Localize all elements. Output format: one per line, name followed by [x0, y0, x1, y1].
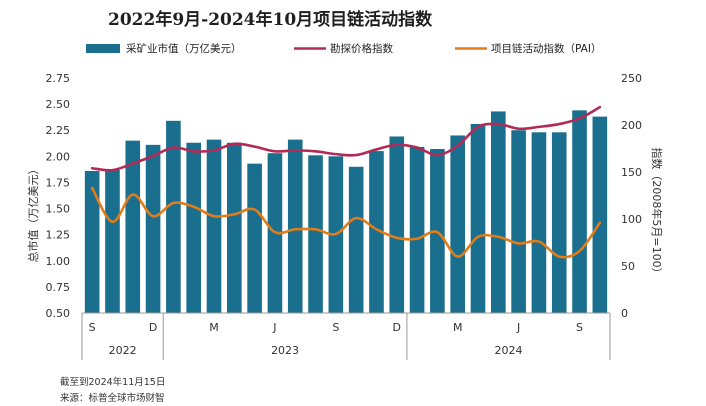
x-tick-label: S	[576, 321, 583, 334]
bar-market-cap	[572, 110, 587, 313]
left-axis-title: 总市值（万亿美元）	[26, 164, 40, 263]
x-tick-label: J	[516, 321, 520, 334]
left-tick-label: 1.00	[46, 255, 71, 268]
right-axis-ticks: 0 50 100 150 200 250	[621, 72, 642, 320]
left-tick-label: 2.25	[46, 124, 71, 137]
bar-market-cap	[409, 146, 425, 313]
bar-market-cap	[166, 120, 181, 313]
right-tick-label: 0	[621, 307, 628, 320]
legend-swatch-market-cap	[86, 44, 120, 53]
x-tick-label: S	[332, 321, 339, 334]
bar-market-cap	[490, 111, 506, 313]
x-tick-label: J	[272, 321, 276, 334]
legend-label-exploration-price: 勘探价格指数	[330, 42, 393, 55]
left-tick-label: 0.75	[46, 281, 71, 294]
left-axis-ticks: 0.50 0.75 1.00 1.25 1.50 1.75 2.00 2.25 2.50 2.75	[46, 72, 71, 320]
right-tick-label: 50	[621, 260, 635, 273]
left-tick-label: 2.00	[46, 150, 71, 163]
bar-market-cap	[450, 135, 466, 313]
right-tick-label: 250	[621, 72, 642, 85]
bar-market-cap	[389, 136, 405, 313]
legend: 采矿业市值（万亿美元） 勘探价格指数 项目链活动指数（PAI）	[86, 42, 601, 55]
legend-label-pai: 项目链活动指数（PAI）	[491, 42, 601, 55]
right-tick-label: 150	[621, 166, 642, 179]
right-tick-label: 200	[621, 119, 642, 132]
bar-market-cap	[247, 163, 262, 313]
x-axis: S D M J S D M J S 2022 2023 2024	[81, 312, 611, 360]
bar-market-cap	[348, 166, 364, 313]
x-tick-label: D	[393, 321, 401, 334]
bar-market-cap	[105, 169, 120, 313]
year-label: 2023	[271, 344, 299, 357]
left-tick-label: 2.50	[46, 98, 71, 111]
bar-market-cap	[592, 116, 608, 314]
bar-market-cap	[308, 155, 323, 313]
line-exploration-price-index	[90, 105, 602, 172]
bar-market-cap	[145, 144, 161, 313]
source-note: 来源：标普全球市场财智	[60, 392, 165, 404]
bar-market-cap	[470, 123, 486, 313]
right-axis-title: 指数（2008年5月=100）	[650, 147, 664, 278]
bar-market-cap	[551, 132, 567, 313]
left-tick-label: 1.50	[46, 203, 71, 216]
bar-market-cap	[531, 132, 547, 313]
left-tick-label: 1.75	[46, 176, 71, 189]
chart-title: 2022年9月-2024年10月项目链活动指数	[108, 9, 433, 30]
legend-label-market-cap: 采矿业市值（万亿美元）	[126, 42, 242, 55]
left-tick-label: 0.50	[46, 307, 71, 320]
x-tick-label: D	[149, 321, 157, 334]
x-tick-label: M	[453, 321, 463, 334]
x-tick-label: M	[209, 321, 219, 334]
line-series	[90, 105, 602, 259]
left-tick-label: 2.75	[46, 72, 71, 85]
bar-market-cap	[287, 139, 303, 313]
bar-market-cap	[226, 142, 242, 313]
bar-market-cap	[369, 151, 384, 313]
year-label: 2024	[494, 344, 522, 357]
bar-market-cap	[125, 140, 141, 313]
line-project-activity-index	[90, 186, 602, 259]
left-tick-label: 1.25	[46, 229, 71, 242]
right-tick-label: 100	[621, 213, 642, 226]
bar-market-cap	[84, 170, 100, 313]
bar-market-cap	[186, 142, 202, 313]
bar-series-market-cap	[84, 110, 608, 314]
bar-market-cap	[206, 139, 222, 313]
x-tick-label: S	[89, 321, 96, 334]
date-note: 截至到2024年11月15日	[60, 376, 165, 388]
bar-market-cap	[511, 130, 526, 313]
year-label: 2022	[109, 344, 137, 357]
